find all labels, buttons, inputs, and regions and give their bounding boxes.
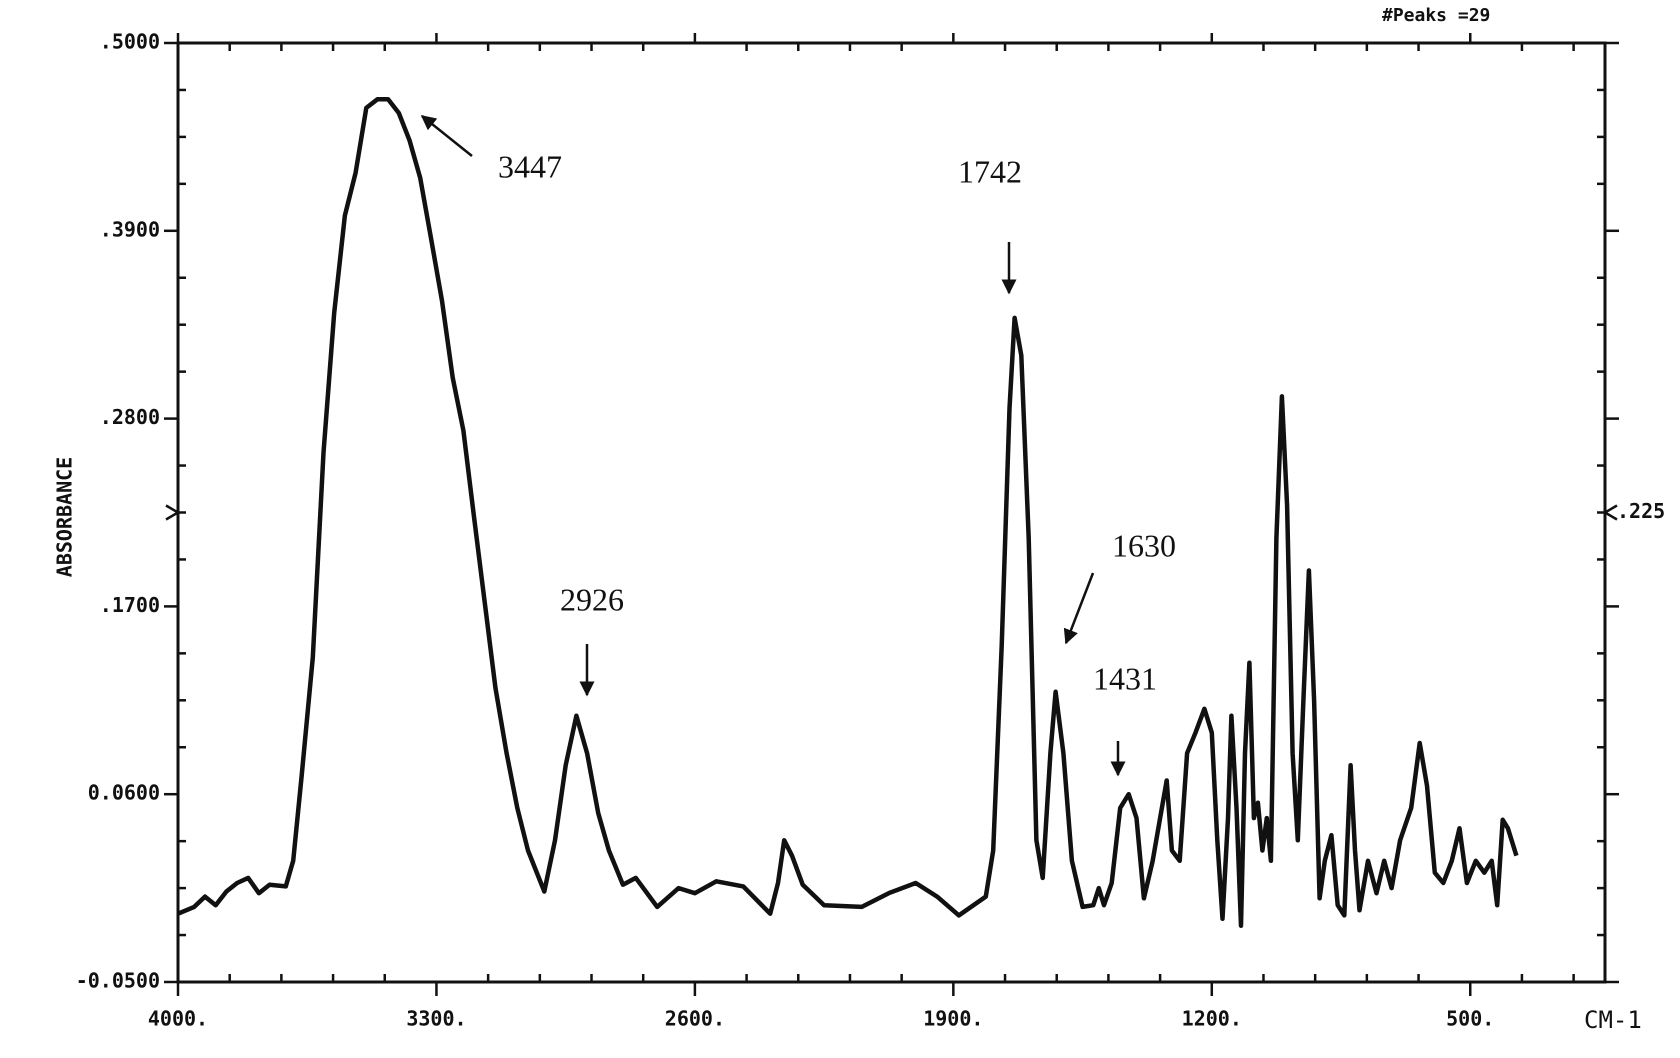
x-tick-label: 500. [1446, 1007, 1494, 1031]
y-tick-label: 0.0600 [88, 781, 160, 805]
x-tick-label: 1200. [1182, 1007, 1242, 1031]
y-tick-label: -0.0500 [76, 969, 160, 993]
annotation-arrow [420, 115, 473, 157]
y-marker-label: .225 [1617, 499, 1665, 523]
y-tick-label: .3900 [100, 217, 160, 241]
y-tick-label: .5000 [100, 30, 160, 54]
x-tick-label: 1900. [923, 1007, 983, 1031]
chart-title: #Peaks =29 [1382, 5, 1490, 26]
x-tick-label: 4000. [148, 1007, 208, 1031]
x-tick-label: 3300. [406, 1007, 466, 1031]
x-tick-label: 2600. [665, 1007, 725, 1031]
y-axis-label: ABSORBANCE [53, 457, 77, 577]
y-marker-left [165, 504, 181, 521]
x-axis-label: CM-1 [1584, 1006, 1642, 1034]
peak-annotation: 3447 [498, 148, 562, 184]
peak-annotation: 1431 [1093, 660, 1157, 696]
peak-annotation: 1742 [958, 153, 1022, 189]
plot-frame [176, 41, 1607, 984]
y-tick-label: .2800 [100, 405, 160, 429]
spectrum-line [177, 97, 1519, 928]
y-marker-right [1602, 504, 1618, 521]
annotation-arrow [1063, 572, 1095, 645]
peak-annotation: 1630 [1112, 527, 1176, 563]
peak-annotation: 2926 [560, 581, 624, 617]
y-tick-label: .1700 [100, 593, 160, 617]
